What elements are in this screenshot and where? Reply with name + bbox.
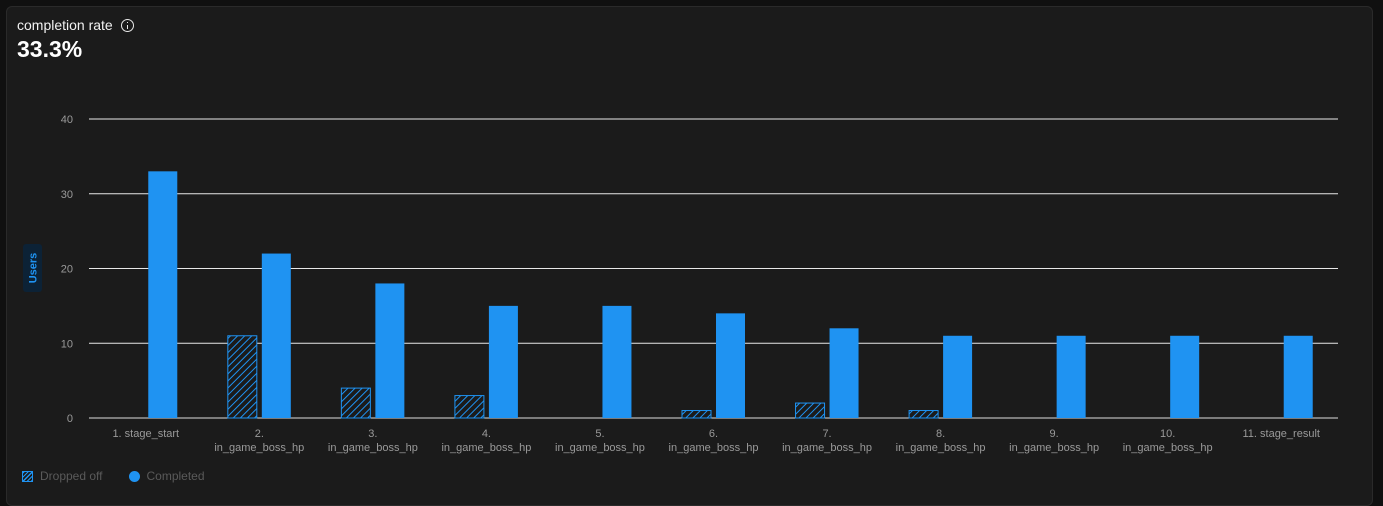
funnel-chart-card (6, 6, 1373, 506)
y-tick-label: 0 (67, 413, 73, 425)
y-axis-label: Users (28, 253, 40, 284)
metric-value: 33.3% (17, 36, 83, 62)
x-tick-label: 7. in_game_boss_hp (782, 428, 872, 454)
bar-dropped-off[interactable] (454, 395, 485, 419)
bar-completed[interactable] (261, 253, 291, 418)
y-tick-label: 10 (61, 338, 73, 350)
chart-legend: Dropped off Completed (22, 469, 205, 483)
bar-completed[interactable] (488, 305, 518, 418)
bar-completed[interactable] (829, 328, 859, 418)
x-tick-label: 8. in_game_boss_hp (896, 428, 986, 454)
x-tick-label: 9. in_game_boss_hp (1009, 428, 1099, 454)
legend-label-completed: Completed (146, 469, 205, 483)
legend-item-dropped-off[interactable]: Dropped off (22, 469, 103, 483)
bar-dropped-off[interactable] (795, 402, 826, 419)
bar-completed[interactable] (1056, 335, 1086, 418)
y-tick-label: 30 (61, 189, 73, 201)
bar-completed[interactable] (148, 171, 178, 418)
x-tick-label: 6. in_game_boss_hp (669, 428, 759, 454)
x-tick-label: 10. in_game_boss_hp (1123, 428, 1213, 454)
x-tick-label: 4. in_game_boss_hp (441, 428, 531, 454)
bar-completed[interactable] (1283, 335, 1313, 418)
bar-completed[interactable] (943, 335, 973, 418)
dot-swatch-icon (128, 470, 140, 482)
y-tick-label: 40 (61, 114, 73, 126)
y-axis-label-pill (23, 244, 42, 292)
x-tick-label: 2. in_game_boss_hp (214, 428, 304, 454)
x-tick-label: 5. in_game_boss_hp (555, 428, 645, 454)
x-tick-label: 1. stage_start (112, 428, 179, 440)
bar-completed[interactable] (1170, 335, 1200, 418)
bar-dropped-off[interactable] (227, 335, 258, 419)
metric-header: completion rate (17, 17, 134, 33)
legend-label-dropped-off: Dropped off (40, 469, 103, 483)
x-tick-label: 11. stage_result (1242, 428, 1319, 440)
y-tick-label: 20 (61, 264, 73, 276)
bar-dropped-off[interactable] (340, 387, 371, 419)
bar-dropped-off[interactable] (908, 410, 939, 419)
legend-item-completed[interactable]: Completed (128, 469, 205, 483)
bar-dropped-off[interactable] (681, 410, 712, 419)
bar-completed[interactable] (375, 283, 405, 418)
x-tick-label: 3. in_game_boss_hp (328, 428, 418, 454)
bar-completed[interactable] (716, 313, 745, 418)
info-icon[interactable] (120, 18, 134, 32)
hatch-swatch-icon (22, 470, 33, 482)
bar-completed[interactable] (602, 305, 632, 418)
metric-label: completion rate (17, 17, 113, 33)
